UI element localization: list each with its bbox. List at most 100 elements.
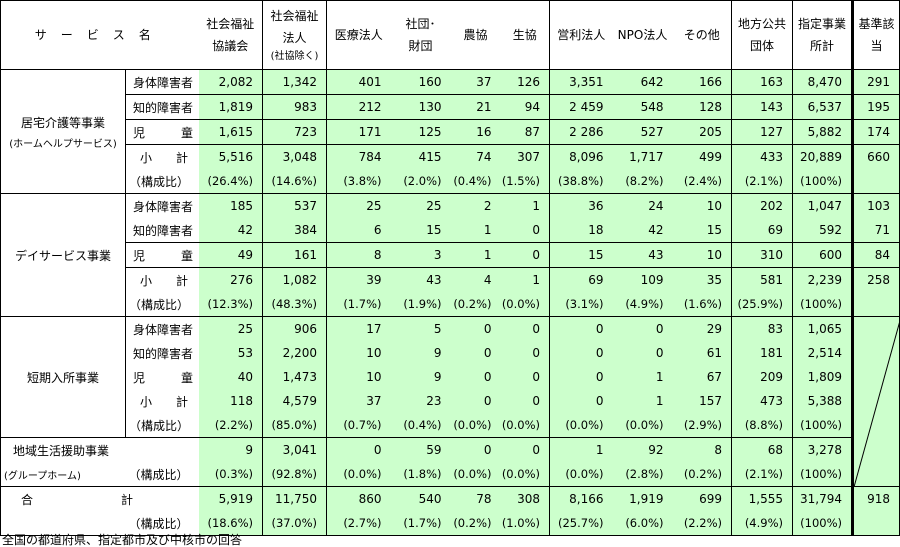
value-cell: 860 <box>326 486 391 511</box>
value-cell: 8 <box>672 437 733 462</box>
value-cell: 3,041 <box>262 437 328 462</box>
value-cell: 276 <box>198 267 264 292</box>
value-cell: (48.3%) <box>262 292 328 317</box>
value-cell: 36 <box>549 193 613 218</box>
value-cell: 0 <box>500 316 551 341</box>
value-cell: 49 <box>198 242 264 268</box>
value-cell: 212 <box>326 94 391 120</box>
value-cell: (8.8%) <box>731 413 794 438</box>
value-cell: 1 <box>612 389 673 413</box>
value-cell: 128 <box>672 94 733 120</box>
value-cell: (1.9%) <box>390 292 451 317</box>
value-cell: 11,750 <box>262 486 328 511</box>
value-cell: (14.6%) <box>262 169 328 194</box>
value-cell: 0 <box>549 365 613 389</box>
value-cell: (0.4%) <box>450 169 501 194</box>
kijun-not-applicable-cell <box>852 316 900 487</box>
value-cell: 0 <box>450 365 501 389</box>
value-cell: (12.3%) <box>198 292 264 317</box>
value-cell: 537 <box>262 193 328 218</box>
value-cell: 109 <box>612 267 673 292</box>
value-cell: 59 <box>390 437 451 462</box>
table-row: (グループホーム) （構成比） (0.3%) (92.8%) (0.0%) (1.8%)(… <box>0 462 900 487</box>
value-cell: 20,889 <box>792 144 855 169</box>
value-cell: 25 <box>198 316 264 341</box>
value-cell: 1,473 <box>262 365 328 389</box>
value-cell: 0 <box>326 437 391 462</box>
value-cell: 0 <box>450 437 501 462</box>
value-cell: 0 <box>612 316 673 341</box>
value-cell: (0.4%) <box>390 413 451 438</box>
value-cell: 0 <box>450 316 501 341</box>
value-cell: (1.5%) <box>500 169 551 194</box>
value-cell: 157 <box>672 389 733 413</box>
value-cell: 10 <box>326 365 391 389</box>
service-provider-table: サービス名 社会福祉 協議会 社会福祉 法人 (社協除く) 医療法人 社団･ 財団 農協 生協… <box>0 0 900 536</box>
value-cell: 67 <box>672 365 733 389</box>
kijun-cell: 918 <box>852 486 900 511</box>
value-cell: 126 <box>500 69 551 95</box>
diagonal-slash <box>854 324 899 487</box>
value-cell: 540 <box>390 486 451 511</box>
section-title: 短期入所事業 <box>26 370 99 385</box>
value-cell: 384 <box>262 218 328 243</box>
footnote: 全国の都道府県、指定都市及び中核市の回答 <box>2 533 243 547</box>
value-cell: 308 <box>500 486 551 511</box>
value-cell: 401 <box>326 69 391 95</box>
column-header-label: 地方公共 団体 <box>738 17 787 53</box>
value-cell: 592 <box>792 218 855 243</box>
value-cell: 127 <box>731 119 794 145</box>
value-cell: 415 <box>390 144 451 169</box>
value-cell: 9 <box>390 365 451 389</box>
column-header-label: NPO法人 <box>617 28 668 42</box>
value-cell: 2,082 <box>198 69 264 95</box>
value-cell: (1.8%) <box>390 462 451 487</box>
value-cell: 3,278 <box>792 437 855 462</box>
table-row: 小計5,5163,048784415743078,0961,7174994332… <box>1 144 900 169</box>
section-name: 居宅介護等事業 (ホームヘルプサービス) <box>0 69 126 194</box>
row-label: （構成比） <box>128 467 189 482</box>
value-cell: 21 <box>450 94 501 120</box>
kijun-cell: 291 <box>852 69 900 95</box>
value-cell: 2 <box>450 193 501 218</box>
value-cell: 310 <box>731 242 794 268</box>
column-header: 社会福祉 法人 (社協除く) <box>262 0 328 70</box>
value-cell: 37 <box>326 389 391 413</box>
value-cell: 1,615 <box>198 119 264 145</box>
row-label: 身体障害者 <box>125 193 199 218</box>
value-cell: 25 <box>390 193 451 218</box>
column-header-label: 社団･ 財団 <box>405 17 436 53</box>
column-header: 基準該 当 <box>852 0 900 70</box>
table-row: 知的障害者 53 2,200 10 9 0 0 0 0 61 181 2,514 <box>1 341 900 365</box>
value-cell: 2 459 <box>549 94 613 120</box>
value-cell: (1.6%) <box>672 292 733 317</box>
table-row: （構成比） (2.2%) (85.0%) (0.7%) (0.4%) (0.0%) (0.0… <box>1 413 900 438</box>
row-label: （構成比） <box>129 418 190 433</box>
value-cell: (100%) <box>792 462 855 487</box>
value-cell: 548 <box>612 94 673 120</box>
column-header: その他 <box>672 0 733 70</box>
value-cell: 473 <box>731 389 794 413</box>
value-cell: 0 <box>500 242 551 268</box>
value-cell: (0.2%) <box>450 292 501 317</box>
value-cell: (2.7%) <box>326 511 391 536</box>
value-cell: 4,579 <box>262 389 328 413</box>
value-cell: 5,919 <box>198 486 264 511</box>
value-cell: 2,239 <box>792 267 855 292</box>
value-cell: 499 <box>672 144 733 169</box>
column-header: 農協 <box>450 0 501 70</box>
value-cell: 0 <box>500 341 551 365</box>
table-row: デイサービス事業 身体障害者 185 537 25 25 2 1 36 24 10 202 1,047 1… <box>0 193 900 317</box>
column-header-label: 社会福祉 協議会 <box>206 17 255 53</box>
value-cell: 9 <box>390 341 451 365</box>
table-row: 知的障害者 42 384 6 15 1 0 18 42 15 69 592 71 <box>1 218 900 243</box>
value-cell: 1 <box>450 242 501 268</box>
value-cell: (18.6%) <box>198 511 264 536</box>
value-cell: 181 <box>731 341 794 365</box>
value-cell: 2 286 <box>549 119 613 145</box>
value-cell: 42 <box>198 218 264 243</box>
